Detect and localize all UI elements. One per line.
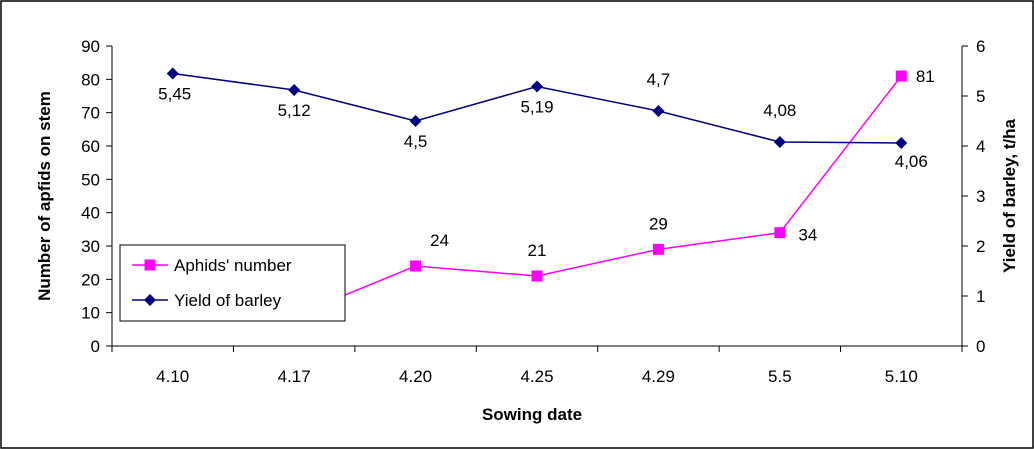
aphids-data-label: 24 [430, 231, 449, 250]
y-axis-left-title: Number of apfids on stem [35, 91, 54, 301]
yield-data-label: 4,08 [763, 101, 796, 120]
x-tick-label: 4.20 [399, 367, 432, 386]
y-left-tick-label: 40 [81, 204, 100, 223]
aphids-marker [531, 270, 543, 282]
y-right-tick-label: 1 [976, 287, 985, 306]
y-right-tick-label: 5 [976, 87, 985, 106]
labels-layer: 11924212934815,455,124,55,194,74,084,06 [158, 67, 935, 300]
legend-label: Yield of barley [174, 291, 282, 310]
yield-data-label: 5,19 [520, 98, 553, 117]
yield-marker [895, 137, 908, 149]
aphids-data-label: 29 [649, 214, 668, 233]
yield-data-label: 4,5 [404, 132, 428, 151]
y-left-tick-label: 90 [81, 37, 100, 56]
y-left-tick-label: 60 [81, 137, 100, 156]
y-right-tick-label: 2 [976, 237, 985, 256]
x-tick-label: 5.10 [885, 367, 918, 386]
legend-marker-square [144, 259, 156, 271]
yield-marker [531, 80, 543, 93]
y-right-tick-label: 6 [976, 37, 985, 56]
y-left-tick-label: 70 [81, 104, 100, 123]
aphids-marker [652, 243, 664, 255]
aphids-marker [895, 70, 907, 82]
legend-box [119, 244, 346, 322]
legend-label: Aphids' number [174, 256, 292, 275]
aphids-marker [774, 227, 786, 239]
yield-marker [652, 105, 665, 117]
y-left-tick-label: 50 [81, 170, 100, 189]
aphids-data-label: 21 [528, 241, 547, 260]
y-left-tick-label: 20 [81, 270, 100, 289]
aphids-data-label: 34 [798, 226, 817, 245]
aphids-data-label: 81 [916, 67, 935, 86]
yield-marker [409, 115, 422, 127]
y-right-tick-label: 3 [976, 187, 985, 206]
yield-data-label: 4,7 [647, 70, 671, 89]
x-tick-label: 4.17 [278, 367, 311, 386]
x-tick-label: 4.29 [642, 367, 675, 386]
yield-data-label: 4,06 [895, 152, 928, 171]
yield-marker [773, 136, 786, 148]
y-axis-right-title: Yield of barley, t/ha [1000, 118, 1019, 273]
yield-marker [288, 84, 301, 96]
yield-data-label: 5,45 [158, 85, 191, 104]
y-right-tick-label: 4 [976, 137, 985, 156]
aphids-marker [410, 260, 422, 272]
y-left-tick-label: 10 [81, 304, 100, 323]
x-axis-title: Sowing date [482, 405, 582, 424]
y-right-tick-label: 0 [976, 337, 985, 356]
y-left-tick-label: 0 [91, 337, 100, 356]
yield-data-label: 5,12 [278, 101, 311, 120]
x-tick-label: 4.25 [520, 367, 553, 386]
x-tick-label: 4.10 [156, 367, 189, 386]
yield-marker [166, 67, 179, 80]
legend-marker-diamond [144, 294, 156, 306]
y-left-tick-label: 30 [81, 237, 100, 256]
y-left-tick-label: 80 [81, 70, 100, 89]
legend: Aphids' number Yield of barley [119, 244, 346, 322]
x-tick-label: 5.5 [768, 367, 792, 386]
